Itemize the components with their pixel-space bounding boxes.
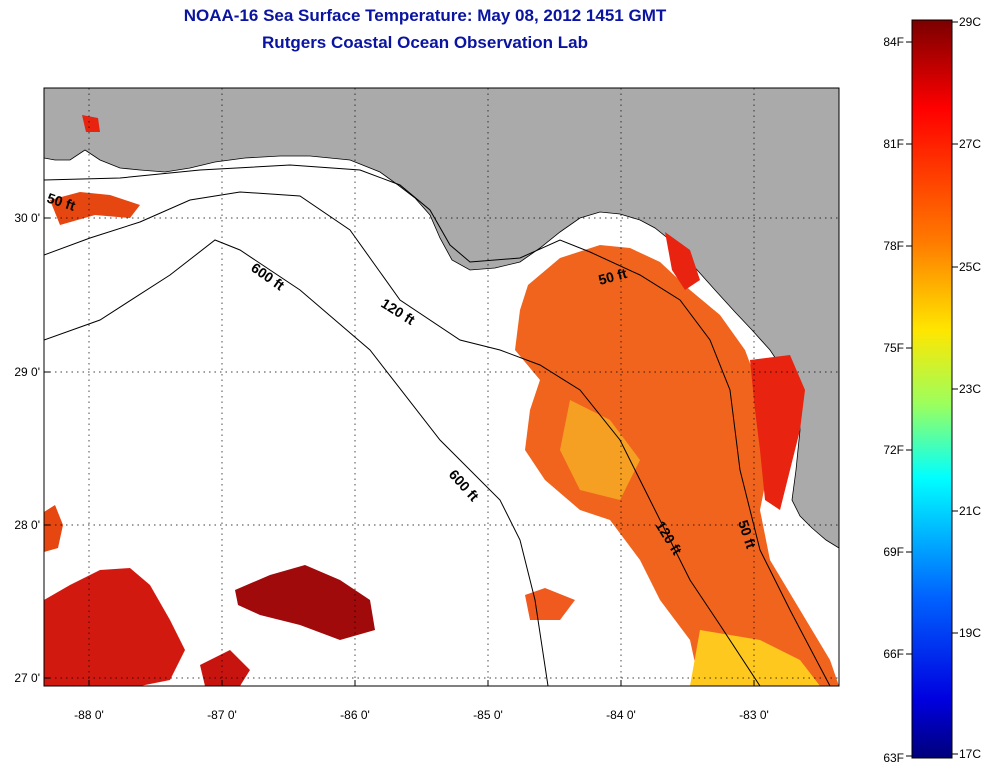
land-region <box>44 88 839 549</box>
colorbar-label-f: 84F <box>883 35 904 49</box>
isobath-600ft <box>44 239 549 686</box>
axis-ticks <box>44 217 755 686</box>
colorbar-label-c: 27C <box>959 137 981 151</box>
sst-patch-west-edge <box>44 505 63 552</box>
colorbar-label-f: 63F <box>883 751 904 765</box>
lon-tick-label: -86 0' <box>340 708 370 722</box>
colorbar-label-f: 78F <box>883 239 904 253</box>
lon-tick-label: -84 0' <box>606 708 636 722</box>
colorbar <box>911 19 953 759</box>
sst-patch-sw-dark <box>235 565 375 640</box>
map-subtitle: Rutgers Coastal Ocean Observation Lab <box>262 33 588 52</box>
colorbar-label-f: 66F <box>883 647 904 661</box>
colorbar-label-c: 29C <box>959 15 981 29</box>
lat-tick-label: 30 0' <box>14 211 40 225</box>
sst-patch-sw-small <box>200 650 250 686</box>
contour-label: 50 ft <box>597 265 629 288</box>
lon-tick-label: -83 0' <box>739 708 769 722</box>
lat-tick-label: 29 0' <box>14 365 40 379</box>
sst-patch-offshore <box>525 588 575 620</box>
colorbar-label-c: 19C <box>959 626 981 640</box>
lat-tick-label: 28 0' <box>14 518 40 532</box>
colorbar-label-c: 25C <box>959 260 981 274</box>
sst-patch-warm-coast <box>750 355 805 510</box>
sst-patch-sw-red <box>44 568 185 686</box>
sst-patch-mid-orange <box>560 400 640 500</box>
colorbar-label-f: 75F <box>883 341 904 355</box>
sst-patch-yellow-south <box>690 630 820 686</box>
colorbar-label-f: 72F <box>883 443 904 457</box>
colorbar-label-c: 21C <box>959 504 981 518</box>
sst-patch-nw <box>50 192 140 225</box>
colorbar-ticks <box>906 21 958 757</box>
lon-tick-label: -88 0' <box>74 708 104 722</box>
colorbar-label-f: 81F <box>883 137 904 151</box>
map-title: NOAA-16 Sea Surface Temperature: May 08,… <box>183 6 667 25</box>
map-border <box>43 87 840 687</box>
sst-patch-bay <box>82 115 100 132</box>
colorbar-label-f: 69F <box>883 545 904 559</box>
colorbar-label-c: 17C <box>959 747 981 761</box>
isobath-120ft <box>44 191 761 686</box>
colorbar-label-c: 23C <box>959 382 981 396</box>
isobath-50ft <box>44 164 831 686</box>
lon-tick-label: -87 0' <box>207 708 237 722</box>
sst-patch-bigbend <box>515 245 839 686</box>
lat-tick-label: 27 0' <box>14 671 40 685</box>
isobaths <box>44 164 831 686</box>
graticule <box>44 88 839 686</box>
lon-tick-label: -85 0' <box>473 708 503 722</box>
sst-patch-warm-north <box>665 232 700 290</box>
